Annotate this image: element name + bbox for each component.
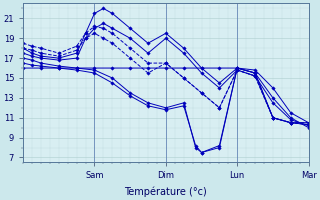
X-axis label: Température (°c): Température (°c) xyxy=(124,186,207,197)
